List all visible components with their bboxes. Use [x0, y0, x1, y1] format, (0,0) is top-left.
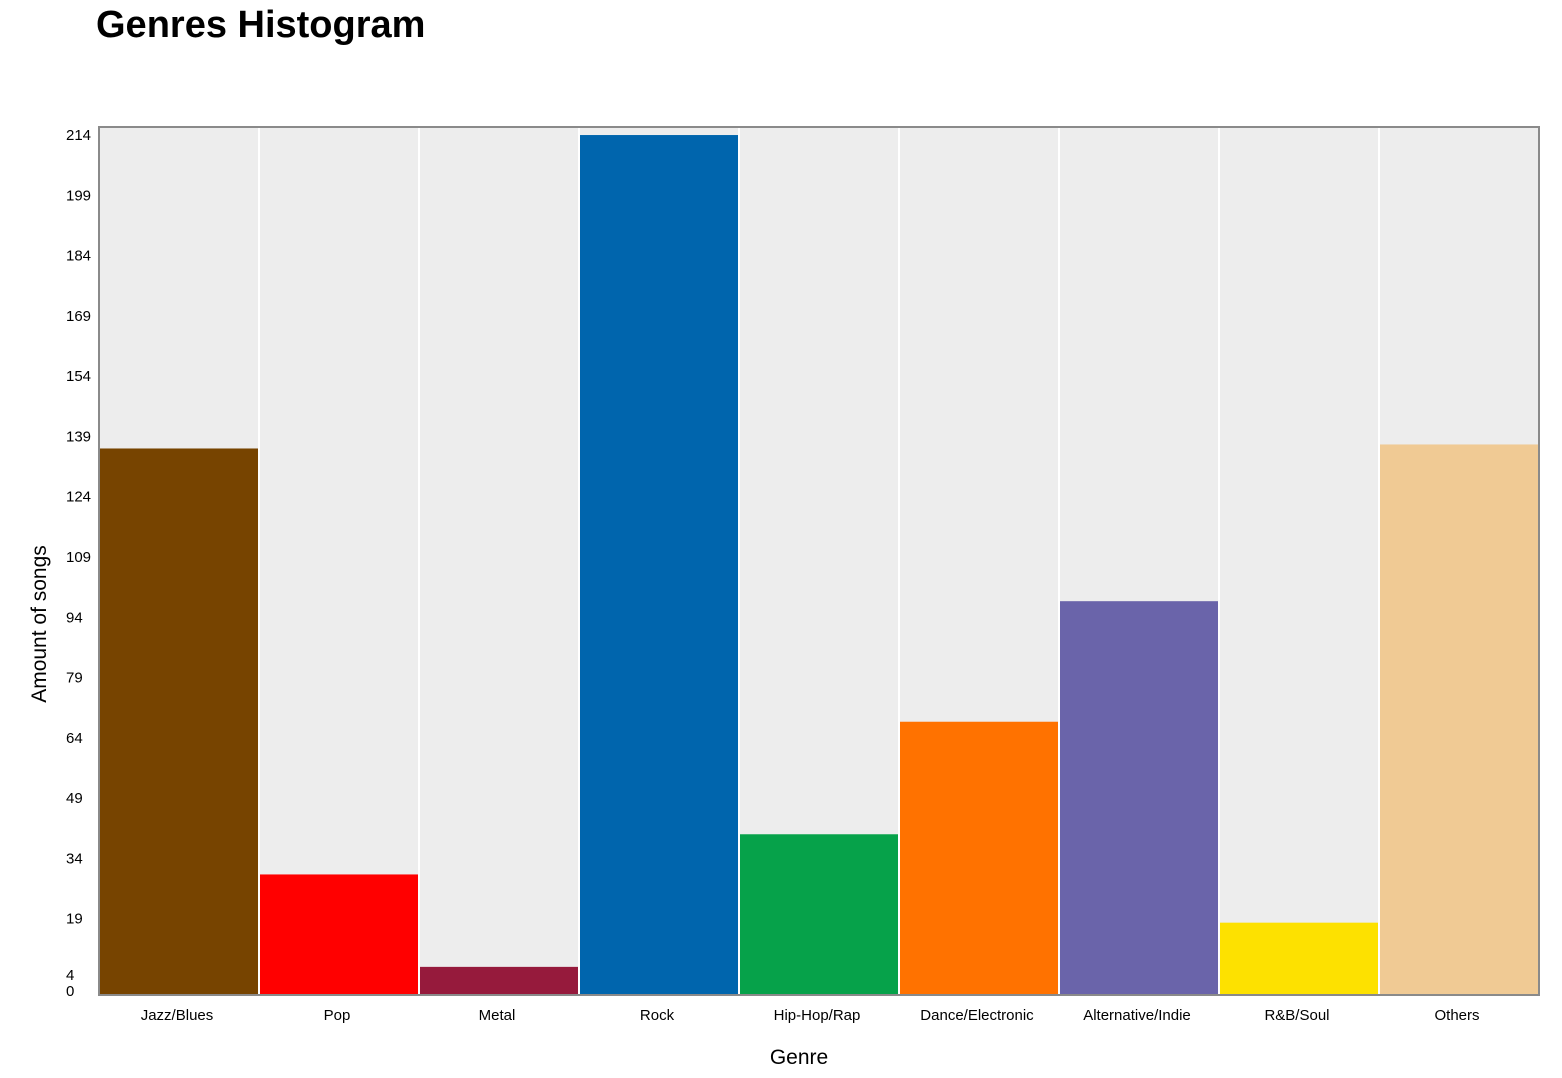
- y-tick-label: 199: [66, 187, 91, 204]
- y-tick-label: 139: [66, 428, 91, 445]
- y-tick-label: 79: [66, 670, 83, 687]
- bar-metal: [419, 966, 579, 995]
- bar-hip-hop-rap: [739, 834, 899, 995]
- y-tick-label: 4: [66, 967, 74, 984]
- chart-title: Genres Histogram: [96, 4, 426, 46]
- bar-r-b-soul: [1219, 922, 1379, 995]
- y-tick-label: 34: [66, 850, 83, 867]
- bar-jazz-blues: [99, 448, 259, 996]
- x-tick-label: Alternative/Indie: [1083, 1007, 1191, 1024]
- y-tick-label: 49: [66, 790, 83, 807]
- y-axis-ticks: 04 19 34 49 64 79 94 109 124 139 154 169 184 199 214: [66, 127, 91, 1000]
- bar-dance-electronic: [899, 721, 1059, 995]
- y-tick-label: 19: [66, 911, 83, 928]
- y-tick-label: 154: [66, 368, 91, 385]
- x-tick-label: Hip-Hop/Rap: [774, 1007, 861, 1024]
- y-tick-label: 0: [66, 983, 74, 1000]
- x-axis-ticks: Jazz/Blues Pop Metal Rock Hip-Hop/Rap Dance/E…: [141, 1007, 1480, 1024]
- y-axis-title: Amount of songs: [28, 545, 51, 703]
- y-tick-label: 109: [66, 549, 91, 566]
- y-tick-label: 214: [66, 127, 91, 144]
- x-tick-label: Metal: [479, 1007, 516, 1024]
- bars-group: [99, 135, 1539, 996]
- bar-others: [1379, 444, 1539, 995]
- x-tick-label: R&B/Soul: [1264, 1007, 1329, 1024]
- y-tick-label: 124: [66, 489, 91, 506]
- y-tick-label: 64: [66, 730, 83, 747]
- bar-dividers: [258, 127, 1380, 995]
- x-tick-label: Jazz/Blues: [141, 1007, 214, 1024]
- x-tick-label: Pop: [324, 1007, 351, 1024]
- x-tick-label: Dance/Electronic: [920, 1007, 1034, 1024]
- x-axis-title: Genre: [770, 1046, 828, 1069]
- y-tick-label: 94: [66, 609, 83, 626]
- bar-pop: [259, 874, 419, 995]
- x-tick-label: Rock: [640, 1007, 675, 1024]
- y-tick-label: 169: [66, 308, 91, 325]
- plot-frame: [98, 126, 1540, 996]
- y-tick-label: 184: [66, 248, 91, 265]
- bar-rock: [579, 135, 739, 995]
- bar-alternative-indie: [1059, 601, 1219, 995]
- x-tick-label: Others: [1434, 1007, 1479, 1024]
